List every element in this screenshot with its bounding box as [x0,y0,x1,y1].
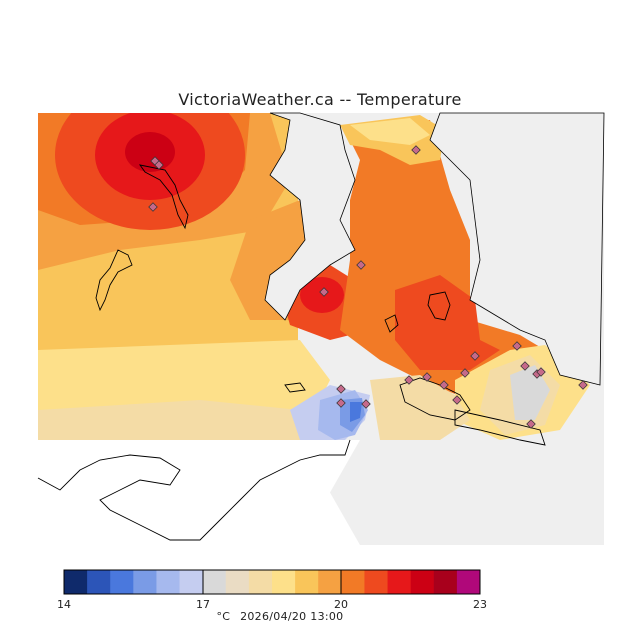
legend-colorbar [64,570,481,594]
legend-swatch [295,570,319,594]
station-markers [148,145,588,429]
station-marker[interactable] [422,372,432,382]
station-marker[interactable] [578,380,588,390]
station-marker[interactable] [356,260,366,270]
legend-frame [63,569,481,595]
legend-tick-max: 23 [473,598,487,611]
station-marker[interactable] [470,351,480,361]
legend-swatch [133,570,157,594]
legend-timestamp: 2026/04/20 13:00 [240,610,344,623]
station-marker[interactable] [319,287,329,297]
coastline-east [429,112,605,386]
legend-swatch [87,570,111,594]
legend-swatch [225,570,250,594]
legend-unit: °C [216,610,231,623]
station-marker[interactable] [154,160,164,170]
station-marker[interactable] [336,384,346,394]
legend-swatch [410,570,435,594]
legend-swatch [341,570,365,594]
legend-swatch [202,570,227,594]
legend-tick-min: 14 [57,598,71,611]
station-marker[interactable] [520,361,530,371]
coastline-inlet [264,112,356,321]
legend-caption: °C 2026/04/20 13:00 [0,610,560,623]
legend-swatch [179,570,204,594]
legend-swatch [110,570,134,594]
temperature-field [38,113,604,545]
legend-swatch [364,570,389,594]
station-marker[interactable] [460,368,470,378]
legend-swatch [64,570,88,594]
station-marker[interactable] [336,398,346,408]
station-marker[interactable] [526,419,536,429]
legend-swatch [156,570,181,594]
station-marker[interactable] [512,341,522,351]
legend-swatch [248,570,273,594]
map-title: VictoriaWeather.ca -- Temperature [178,90,462,109]
station-marker[interactable] [404,375,414,385]
station-marker[interactable] [452,395,462,405]
legend-swatch [318,570,342,594]
legend-swatch [433,570,458,594]
legend-swatch [387,570,412,594]
legend-swatch [272,570,296,594]
station-marker[interactable] [361,399,371,409]
legend-tick-low: 17 [196,598,210,611]
station-marker[interactable] [411,145,421,155]
legend-swatch [456,570,481,594]
station-marker[interactable] [536,367,546,377]
station-marker[interactable] [439,380,449,390]
legend-tick-high: 20 [334,598,348,611]
station-marker[interactable] [148,202,158,212]
